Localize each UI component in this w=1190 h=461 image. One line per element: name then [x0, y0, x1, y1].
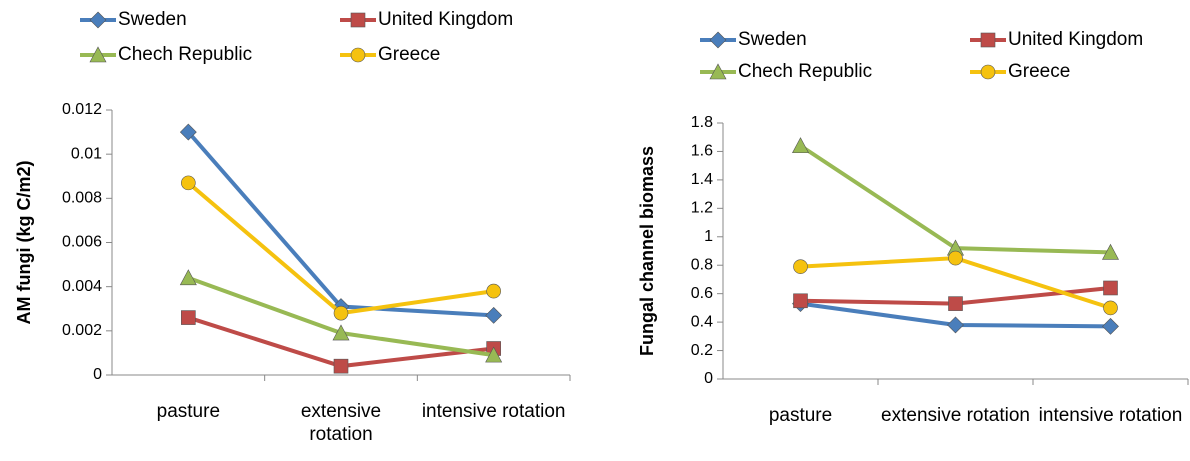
y-tick-label: 0.6 — [691, 285, 713, 302]
y-tick-label: 0.002 — [62, 322, 102, 339]
y-tick-label: 0 — [93, 366, 102, 383]
y-tick-label: 0.006 — [62, 234, 102, 251]
marker — [1103, 280, 1118, 296]
marker — [792, 137, 809, 154]
marker — [1103, 300, 1118, 316]
y-tick-label: 0.004 — [62, 278, 102, 295]
legend-label: Sweden — [118, 9, 187, 30]
marker — [332, 324, 350, 341]
marker — [350, 47, 366, 63]
marker — [709, 63, 727, 80]
y-tick-label: 0.4 — [691, 313, 713, 330]
marker — [333, 305, 349, 321]
y-tick-label: 1.2 — [691, 200, 713, 217]
y-axis-title: Fungal channel biomass — [637, 146, 657, 356]
marker — [179, 269, 197, 286]
y-tick-label: 1.6 — [691, 143, 713, 160]
marker — [793, 259, 808, 274]
y-axis-title: AM fungi (kg C/m2) — [14, 161, 34, 325]
x-tick-label: intensive rotation — [1038, 405, 1183, 426]
marker — [89, 46, 107, 63]
y-tick-label: 0.2 — [691, 342, 713, 359]
marker — [350, 12, 366, 28]
legend-label: Greece — [1008, 61, 1070, 82]
marker — [947, 316, 964, 334]
marker — [485, 306, 503, 324]
y-tick-label: 0.01 — [71, 145, 102, 162]
marker — [181, 175, 196, 191]
legend-label: Chech Republic — [118, 44, 252, 65]
legend-label: United Kingdom — [378, 9, 513, 30]
marker — [179, 123, 197, 141]
marker — [333, 358, 349, 374]
x-tick-label: pasture — [768, 405, 833, 426]
legend-label: Greece — [378, 44, 440, 65]
marker — [948, 296, 963, 311]
marker — [485, 346, 503, 363]
marker — [89, 11, 107, 29]
x-tick-label: extensive rotation — [881, 405, 1030, 426]
series-line — [799, 144, 1111, 255]
marker — [709, 31, 727, 49]
marker — [181, 310, 196, 325]
y-tick-label: 0.008 — [62, 190, 102, 207]
legend-label: Chech Republic — [738, 61, 872, 82]
x-tick-label: intensive rotation — [421, 401, 566, 422]
x-tick-label: extensive rotation — [300, 401, 382, 445]
y-tick-label: 0 — [704, 370, 713, 387]
marker — [948, 250, 963, 266]
legend-label: Sweden — [738, 29, 807, 50]
marker — [793, 293, 808, 309]
marker — [486, 283, 501, 299]
marker — [980, 64, 996, 80]
y-tick-label: 1 — [704, 228, 713, 245]
marker — [980, 32, 996, 48]
y-tick-label: 0.012 — [62, 101, 102, 118]
y-tick-label: 1.4 — [691, 171, 713, 188]
y-tick-label: 1.8 — [691, 114, 713, 131]
legend-label: United Kingdom — [1008, 29, 1143, 50]
marker — [1101, 243, 1120, 260]
marker — [1102, 317, 1119, 335]
x-tick-label: pasture — [156, 401, 221, 422]
y-tick-label: 0.8 — [691, 256, 713, 273]
